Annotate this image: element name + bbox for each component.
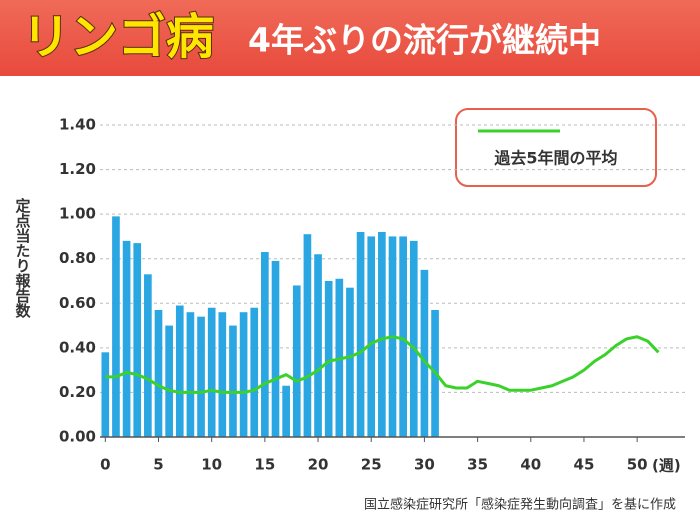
bar [218,312,227,437]
bar [197,316,205,437]
bar [356,231,365,437]
x-tick-label: 45 [574,456,595,474]
x-tick-label: 25 [361,456,382,474]
bar [346,287,354,437]
x-tick-label: 5 [153,456,163,474]
y-tick-label: 0.40 [59,338,96,356]
chart-title: リンゴ病 [22,9,214,65]
x-tick-label: 0 [100,456,110,474]
bar [101,352,110,437]
x-unit-label: (週) [652,457,681,475]
source-note: 国立感染症研究所「感染症発生動向調査」を基に作成 [364,497,676,513]
bar [144,274,152,437]
x-tick-label: 40 [520,456,541,474]
y-axis-label: 定点当たり報告数 [14,197,32,319]
chart-subtitle: 4年ぶりの流行が継続中 [248,21,601,60]
bar [239,312,248,437]
bar [207,307,216,437]
bar [367,236,376,437]
bar [154,309,163,437]
x-tick-label: 10 [201,456,222,474]
bar [261,252,269,437]
x-tick-label: 20 [308,456,329,474]
y-tick-label: 0.20 [59,383,96,401]
bar [175,305,184,437]
line [105,335,660,394]
bar [378,231,386,437]
bar [165,325,173,437]
bar [112,216,120,437]
bar [324,281,333,437]
bar [186,312,195,437]
x-tick-label: 50 [627,456,648,474]
bar [250,307,259,437]
header-banner [0,0,700,76]
bar [292,285,301,437]
y-tick-label: 0.00 [59,428,96,446]
bar [303,234,312,437]
bar [229,325,237,437]
bar [409,240,418,437]
x-tick-label: 30 [414,456,435,474]
y-tick-label: 0.60 [59,294,96,312]
legend-box [455,108,657,187]
y-tick-label: 0.80 [59,249,96,267]
bar [314,254,322,437]
bar [399,236,407,437]
bar [122,240,131,437]
bar [282,385,290,437]
y-tick-label: 1.20 [59,160,96,178]
bar [133,243,142,437]
legend-label: 過去5年間の平均 [493,149,617,168]
bar [420,269,429,437]
y-tick-label: 1.40 [59,116,96,134]
y-tick-label: 1.00 [59,205,96,223]
x-tick-label: 35 [467,456,488,474]
bar [271,260,280,437]
x-tick-label: 15 [254,456,275,474]
